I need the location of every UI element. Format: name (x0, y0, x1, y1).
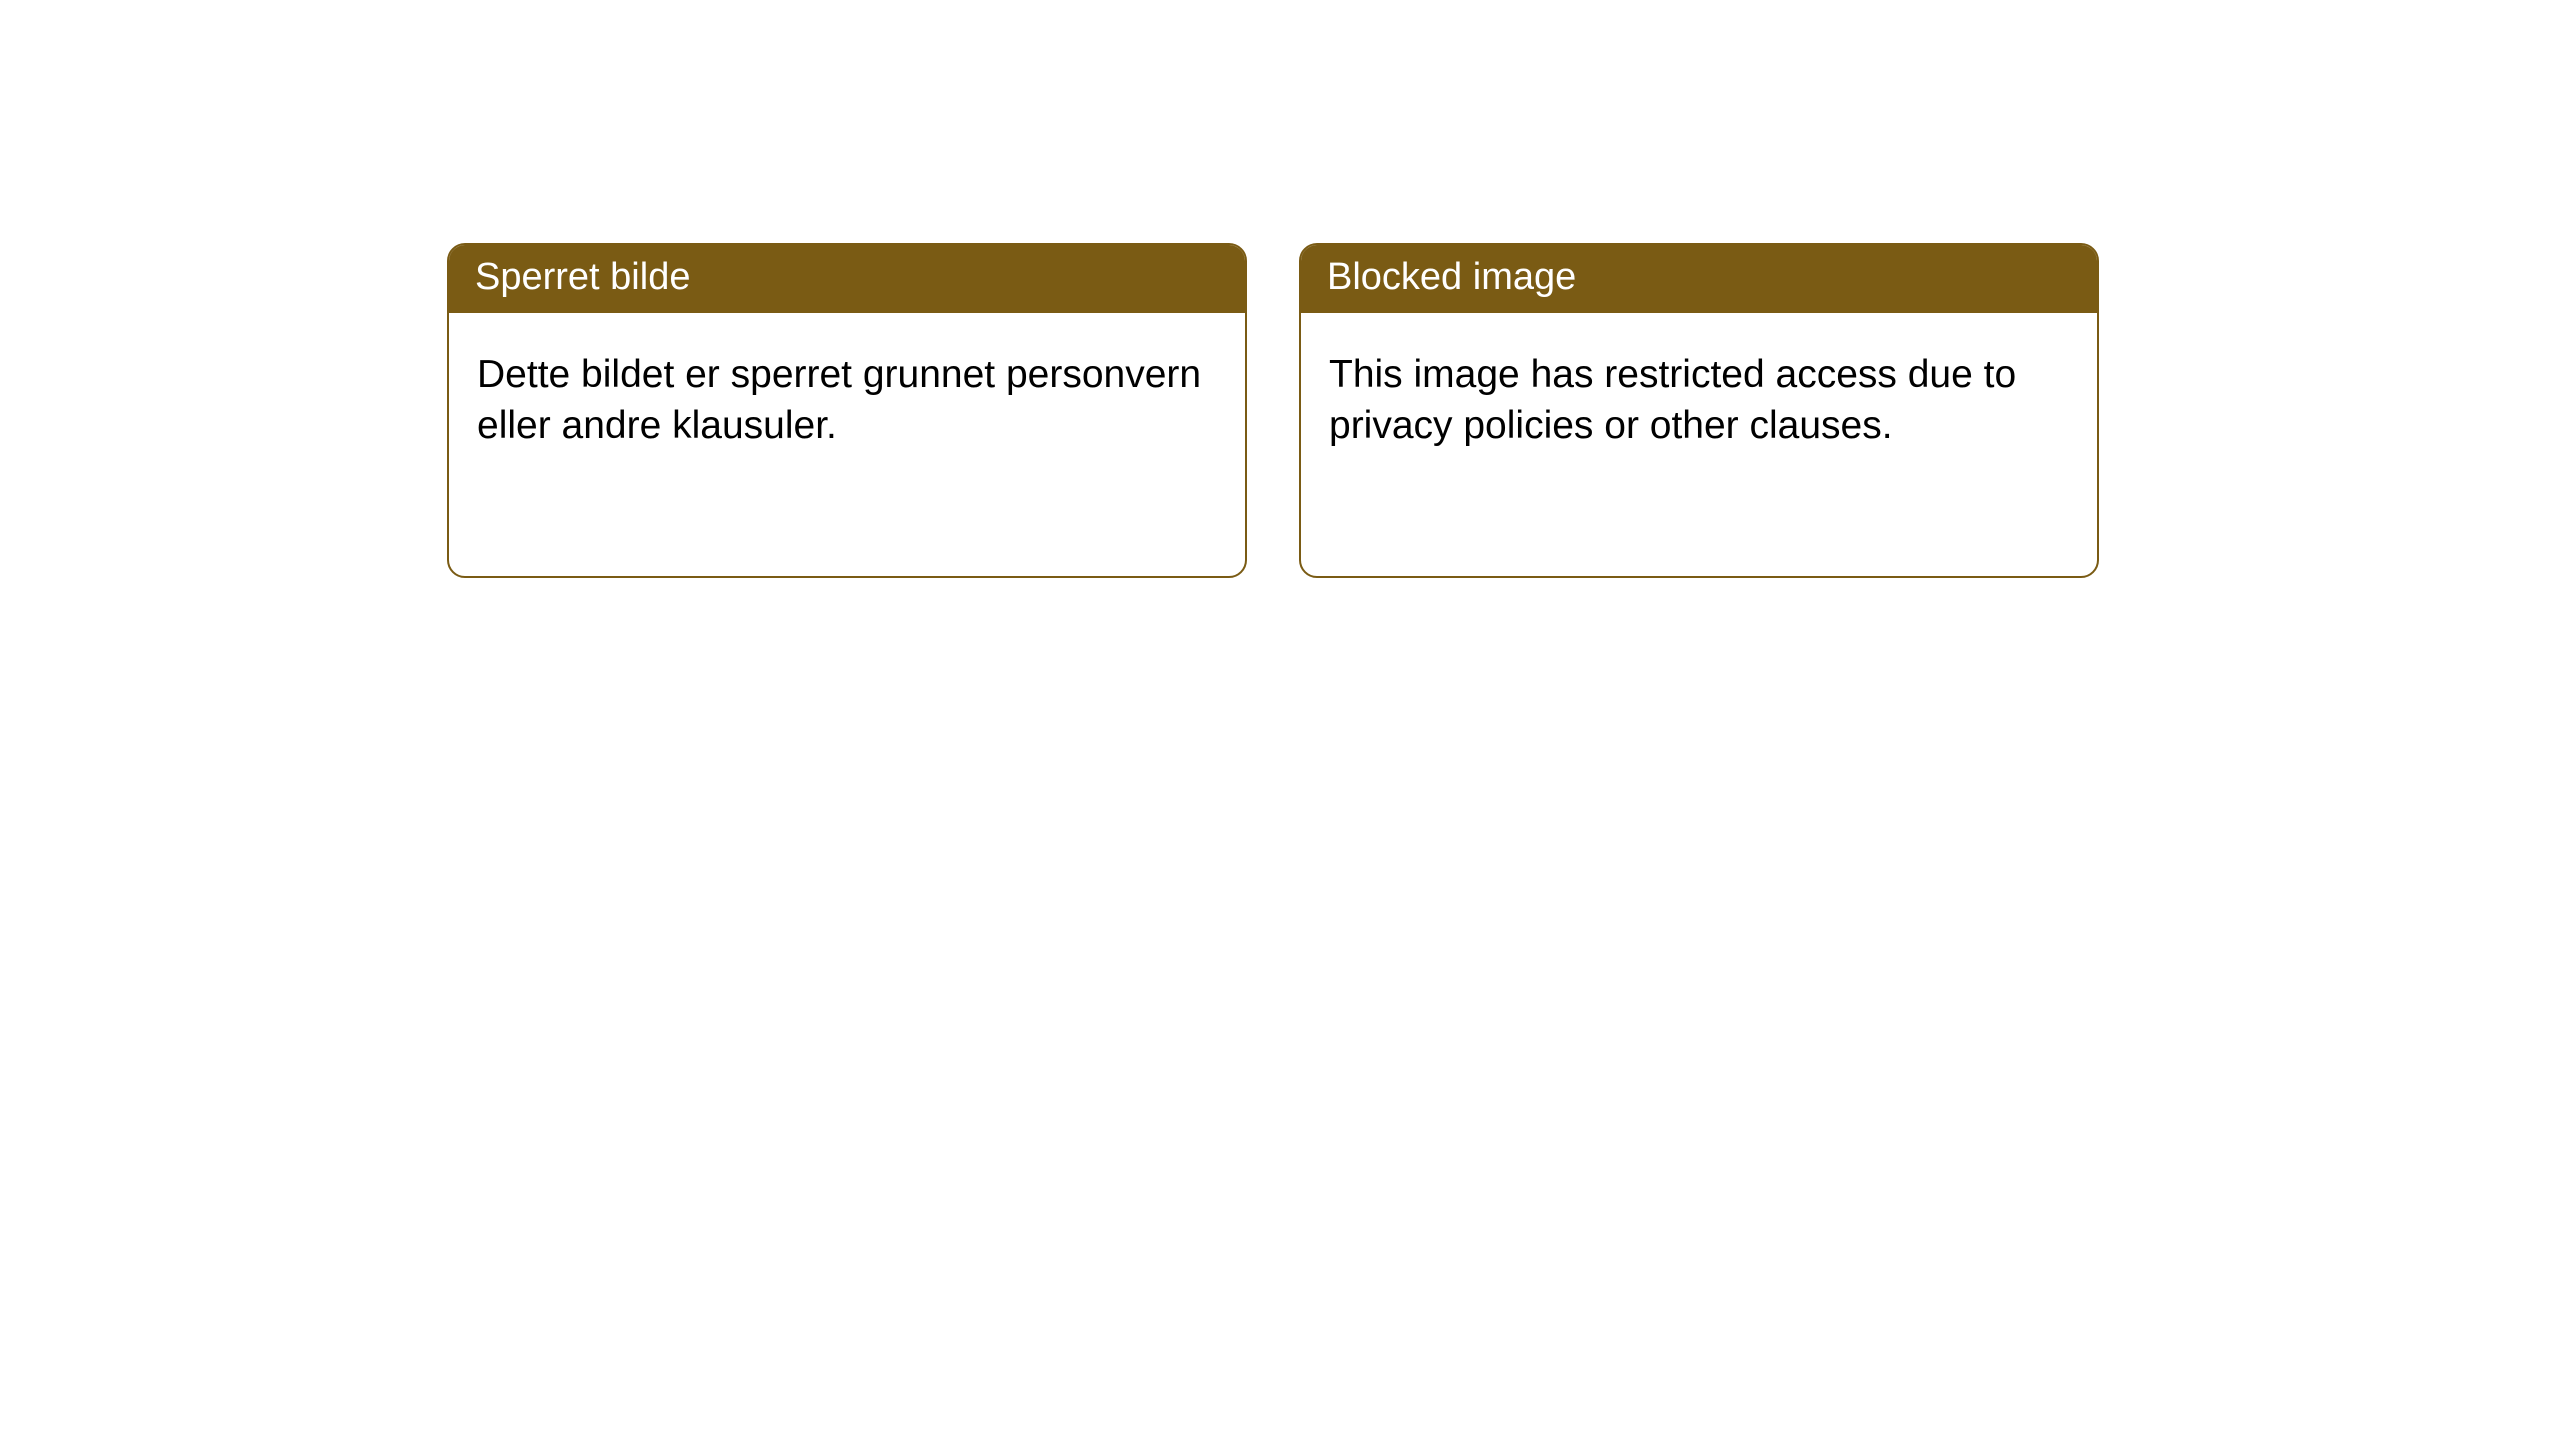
notice-body-no: Dette bildet er sperret grunnet personve… (449, 313, 1245, 480)
notice-body-en: This image has restricted access due to … (1301, 313, 2097, 480)
notice-header-no: Sperret bilde (449, 245, 1245, 313)
notice-container: Sperret bilde Dette bildet er sperret gr… (0, 0, 2560, 578)
notice-card-en: Blocked image This image has restricted … (1299, 243, 2099, 578)
notice-header-en: Blocked image (1301, 245, 2097, 313)
notice-card-no: Sperret bilde Dette bildet er sperret gr… (447, 243, 1247, 578)
